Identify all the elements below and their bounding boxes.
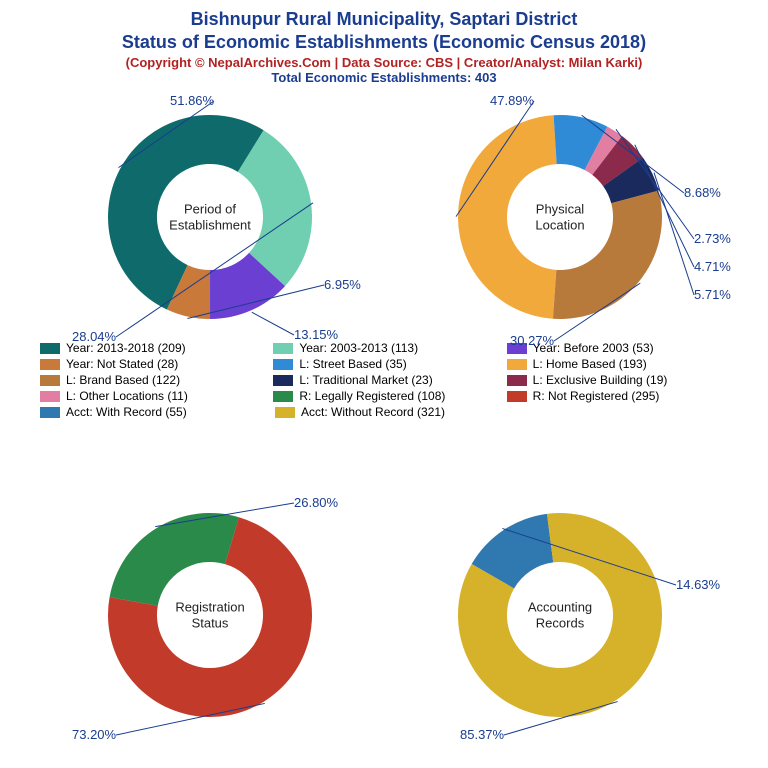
legend-item: Acct: With Record (55) (40, 405, 265, 419)
donut-center-label: AccountingRecords (505, 599, 615, 630)
legend-swatch (40, 375, 60, 386)
legend-text: Acct: Without Record (321) (301, 405, 445, 419)
legend-row: Acct: With Record (55) Acct: Without Reco… (40, 405, 730, 419)
legend-text: L: Exclusive Building (19) (533, 373, 668, 387)
legend-item: L: Exclusive Building (19) (507, 373, 730, 387)
donut-location: 47.89%8.68%2.73%4.71%5.71%30.27%Physical… (450, 107, 670, 327)
donut-period: 51.86%28.04%13.15%6.95%Period ofEstablis… (100, 107, 320, 327)
legend-swatch (40, 343, 60, 354)
legend-swatch (40, 359, 60, 370)
legend-swatch (273, 391, 293, 402)
legend-item: L: Other Locations (11) (40, 389, 263, 403)
legend-item: L: Brand Based (122) (40, 373, 263, 387)
donut-center-label: PhysicalLocation (505, 201, 615, 232)
total-line: Total Economic Establishments: 403 (0, 70, 768, 85)
legend-text: L: Traditional Market (23) (299, 373, 432, 387)
title-line-2: Status of Economic Establishments (Econo… (0, 31, 768, 54)
title-line-1: Bishnupur Rural Municipality, Saptari Di… (0, 8, 768, 31)
charts-area: Year: 2013-2018 (209)Year: 2003-2013 (11… (0, 89, 768, 759)
legend-text: Acct: With Record (55) (66, 405, 187, 419)
donut-center-label: RegistrationStatus (155, 599, 265, 630)
header: Bishnupur Rural Municipality, Saptari Di… (0, 0, 768, 89)
legend-text: R: Not Registered (295) (533, 389, 660, 403)
legend-item: R: Not Registered (295) (507, 389, 730, 403)
legend-swatch (40, 407, 60, 418)
copyright-line: (Copyright © NepalArchives.Com | Data So… (0, 55, 768, 70)
legend-swatch (507, 391, 527, 402)
legend-text: L: Brand Based (122) (66, 373, 180, 387)
legend-item: R: Legally Registered (108) (273, 389, 496, 403)
legend-swatch (40, 391, 60, 402)
legend-row: L: Brand Based (122) L: Traditional Marke… (40, 373, 730, 387)
legend-text: L: Other Locations (11) (66, 389, 188, 403)
legend-swatch (275, 407, 295, 418)
legend-swatch (273, 375, 293, 386)
legend-swatch (507, 375, 527, 386)
pct-label: 47.89% (490, 93, 534, 108)
legend-item: L: Traditional Market (23) (273, 373, 496, 387)
legend-item: Acct: Without Record (321) (275, 405, 500, 419)
legend-text: R: Legally Registered (108) (299, 389, 445, 403)
donut-registration: 26.80%73.20%RegistrationStatus (100, 505, 320, 725)
legend-row: L: Other Locations (11) R: Legally Regist… (40, 389, 730, 403)
donut-center-label: Period ofEstablishment (155, 201, 265, 232)
donut-accounting: 14.63%85.37%AccountingRecords (450, 505, 670, 725)
